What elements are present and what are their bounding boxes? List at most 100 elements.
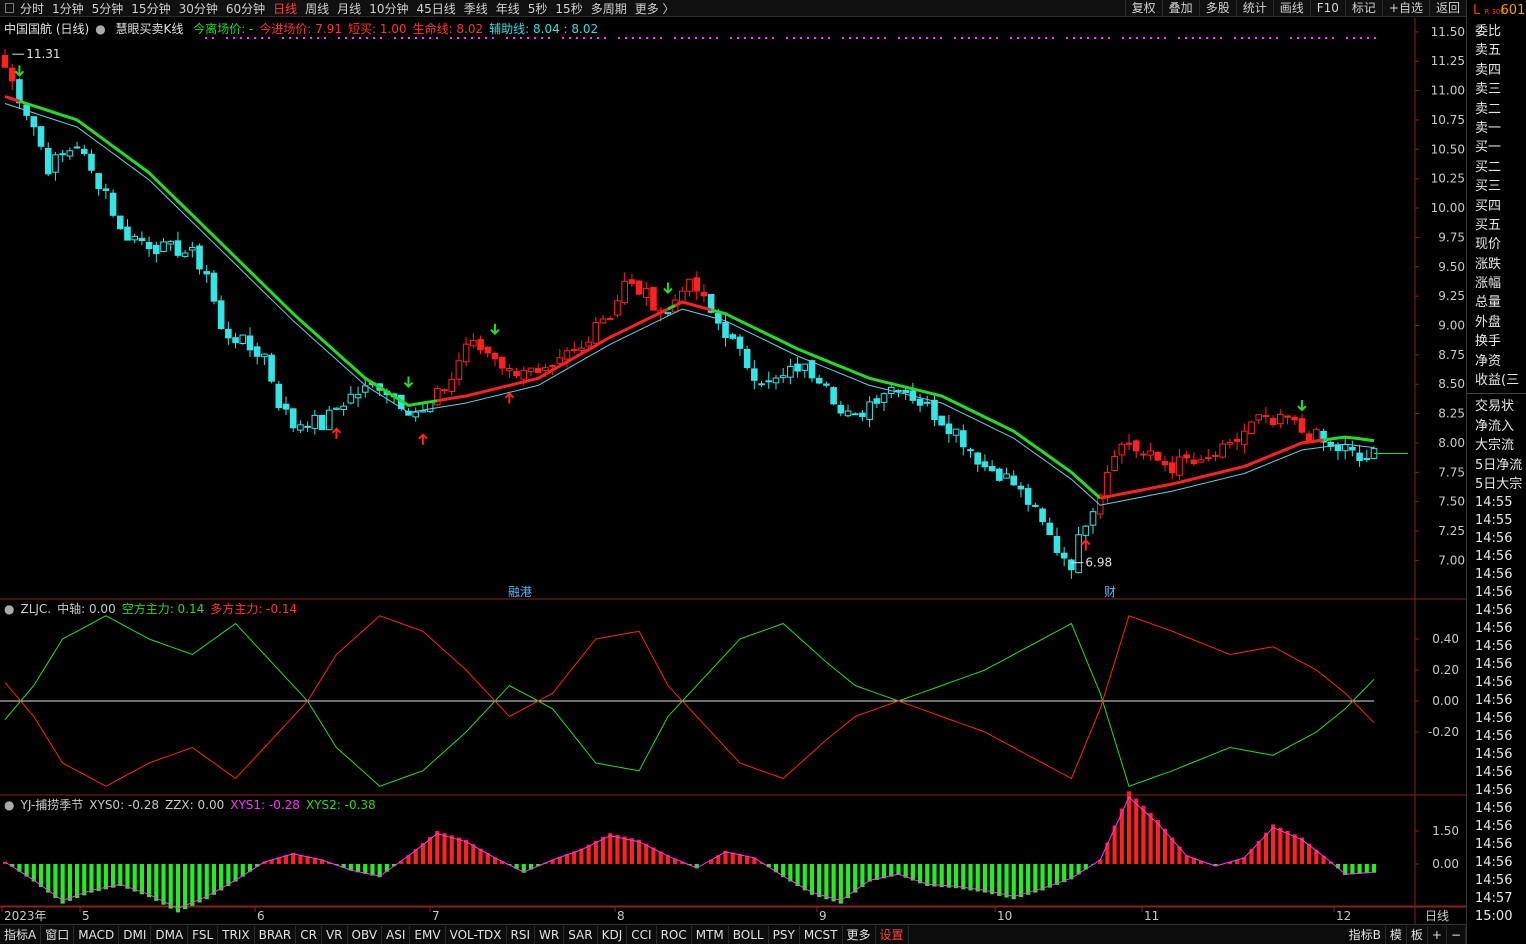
candle-body [938, 415, 945, 426]
signal-dot [338, 37, 340, 39]
period-3[interactable]: 15分钟 [131, 1, 171, 16]
period-2[interactable]: 5分钟 [91, 1, 124, 16]
period-13[interactable]: 5秒 [527, 1, 548, 16]
candle-body [160, 241, 167, 252]
indicator-tab-18[interactable]: CCI [627, 925, 657, 944]
bottom-control-1[interactable]: 模 [1386, 925, 1407, 944]
tool-button-2[interactable]: 多股 [1198, 0, 1236, 17]
period-10[interactable]: 45日线 [416, 1, 456, 16]
indicator-tab-10[interactable]: OBV [348, 925, 383, 944]
indicator-tab-24[interactable]: 更多 [843, 925, 876, 944]
period-5[interactable]: 60分钟 [225, 1, 266, 16]
indicator-tab-5[interactable]: FSL [188, 925, 219, 944]
signal-dot [758, 37, 760, 39]
period-16[interactable]: 更多 〉 [634, 1, 675, 16]
period-9[interactable]: 10分钟 [369, 1, 409, 16]
candle-body [606, 317, 614, 320]
signal-dot [513, 37, 515, 39]
period-15[interactable]: 多周期 [590, 1, 627, 16]
period-1[interactable]: 1分钟 [52, 1, 84, 16]
bottom-control-3[interactable]: + [1428, 925, 1447, 944]
period-7[interactable]: 周线 [305, 1, 330, 16]
indicator-tab-6[interactable]: TRIX [218, 925, 255, 944]
indicator-tab-8[interactable]: CR [296, 925, 322, 944]
indicator-tab-11[interactable]: ASI [382, 925, 411, 944]
signal-dot [870, 37, 872, 39]
indicator-tab-4[interactable]: DMA [151, 925, 189, 944]
indicator-tab-15[interactable]: WR [535, 925, 565, 944]
candle-body [1197, 459, 1205, 463]
buy-arrow-icon [331, 427, 342, 439]
indicator-tab-25[interactable]: 设置 [876, 925, 909, 944]
period-4[interactable]: 30分钟 [178, 1, 218, 16]
indicator-tab-3[interactable]: DMI [119, 925, 152, 944]
indicator-tab-23[interactable]: MCST [800, 925, 843, 944]
candle-body [1140, 453, 1147, 456]
candle-body [650, 287, 657, 311]
candle-body [253, 346, 261, 357]
sell-arrow-icon [663, 282, 673, 295]
legend-item-4: 辅助线: 8.04 : 8.02 [489, 22, 599, 36]
indicator-tab-13[interactable]: VOL-TDX [446, 925, 507, 944]
period-14[interactable]: 15秒 [555, 1, 583, 16]
tool-button-5[interactable]: F10 [1309, 0, 1345, 17]
tool-button-3[interactable]: 统计 [1235, 0, 1273, 17]
indicator-name[interactable]: 慧眼买卖K线 [115, 22, 184, 36]
signal-dot [1332, 37, 1334, 39]
indicator-tab-9[interactable]: VR [322, 925, 348, 944]
indicator-tab-12[interactable]: EMV [410, 925, 446, 944]
tick-time-21: 14:56 [1475, 873, 1513, 889]
stock-chart[interactable]: 11.31 6.98 融港 财 11.50 11.25 11.00 10.75 10.50 10… [0, 18, 1466, 924]
quote-field-7: 买二 [1475, 159, 1502, 175]
signal-dot [1150, 37, 1152, 39]
period-12[interactable]: 年线 [495, 1, 520, 16]
period-6[interactable]: 日线 [273, 1, 298, 16]
candle-body [498, 356, 506, 369]
candle-body [1010, 475, 1018, 486]
sell-arrow-icon [14, 65, 25, 77]
signal-dot [1101, 37, 1103, 39]
yj-settings-icon[interactable]: ● [4, 798, 15, 812]
indicator-tab-17[interactable]: KDJ [598, 925, 628, 944]
tool-button-0[interactable]: 复权 [1124, 0, 1162, 17]
indicator-tab-2[interactable]: MACD [74, 925, 120, 944]
tool-button-6[interactable]: 标记 [1344, 0, 1382, 17]
indicator-tab-19[interactable]: ROC [657, 925, 692, 944]
candle-body [412, 411, 419, 418]
bottom-control-2[interactable]: 板 [1407, 925, 1428, 944]
period-list: 分时 1分钟 5分钟 15分钟 30分钟 60分钟 日线 周线 月线 10分钟 45日线 季线 年线 5秒… [20, 0, 683, 17]
tool-button-4[interactable]: 画线 [1272, 0, 1310, 17]
quote-panel: L R 300 601 委比 卖五 卖四 卖三 卖二 卖一 买一 买二 买三 买四 买五 现价 涨跌 涨幅… [1466, 0, 1526, 944]
candle-body [484, 346, 492, 354]
window-menu-icon[interactable] [5, 3, 14, 13]
stock-code[interactable]: L R 300 601 [1467, 0, 1526, 22]
signal-dot [898, 37, 900, 39]
signal-dot [1178, 37, 1180, 39]
bottom-control-0[interactable]: 指标B [1345, 925, 1386, 944]
signal-dot [793, 37, 795, 39]
indicator-tab-0[interactable]: 指标A [0, 925, 42, 944]
period-0[interactable]: 分时 [20, 1, 45, 16]
period-8[interactable]: 月线 [337, 1, 362, 16]
zljc-settings-icon[interactable]: ● [4, 602, 15, 616]
indicator-tab-21[interactable]: BOLL [729, 925, 769, 944]
indicator-tab-22[interactable]: PSY [769, 925, 800, 944]
signal-dot [968, 37, 970, 39]
tool-button-1[interactable]: 叠加 [1161, 0, 1199, 17]
yj-legend: ● YJ-捕捞季节 XYS0: -0.28 ZZX: 0.00 XYS1: -0.28 X… [4, 796, 388, 813]
bottom-control-4[interactable]: − [1447, 925, 1466, 944]
tool-button-7[interactable]: +自选 [1381, 0, 1429, 17]
quote-field-11: 现价 [1475, 237, 1502, 253]
date-label-6: 10 [997, 909, 1012, 923]
signal-dot [1241, 37, 1243, 39]
indicator-tab-14[interactable]: RSI [507, 925, 536, 944]
indicator-tab-16[interactable]: SAR [564, 925, 598, 944]
main-legend: 中国国航 (日线) ● 慧眼买卖K线 今离场价: - 今进场价: 7.91 短买: 1… [4, 20, 610, 37]
date-label-5: 9 [819, 909, 827, 923]
period-11[interactable]: 季线 [463, 1, 488, 16]
indicator-tab-20[interactable]: MTM [692, 925, 729, 944]
candle-body [678, 290, 686, 303]
tool-button-8[interactable]: 返回 [1428, 0, 1466, 17]
indicator-tab-1[interactable]: 窗口 [41, 925, 75, 944]
indicator-tab-7[interactable]: BRAR [255, 925, 297, 944]
